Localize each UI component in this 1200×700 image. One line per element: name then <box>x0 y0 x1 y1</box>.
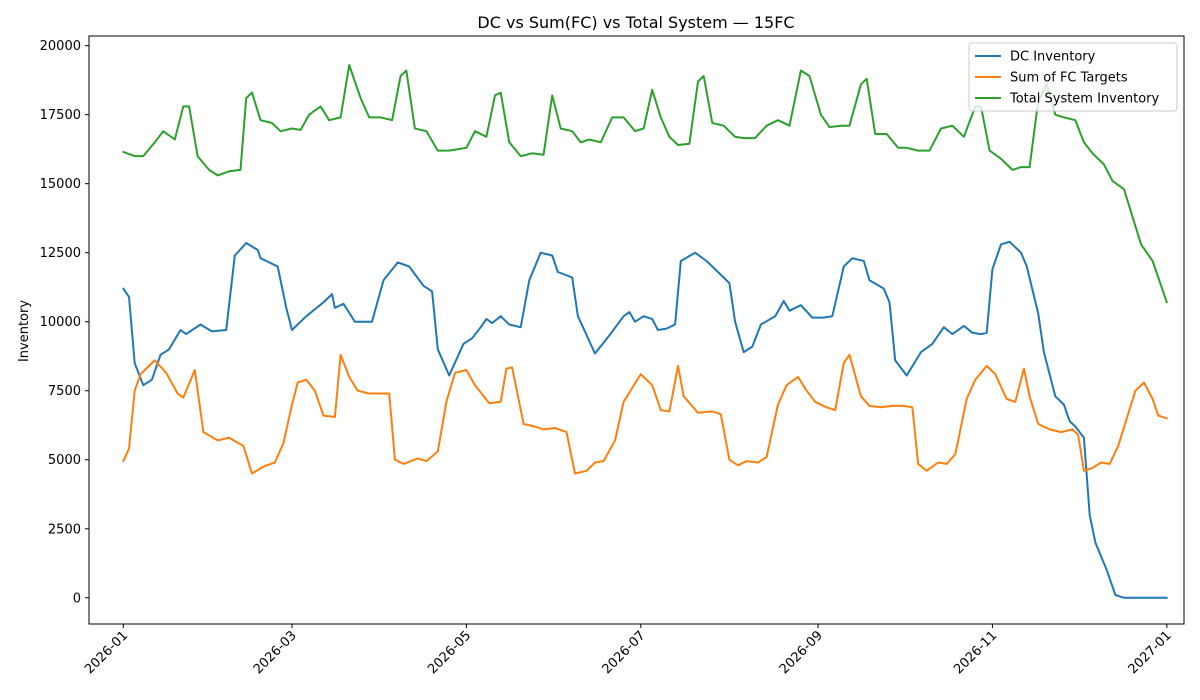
series-layer <box>122 64 1168 599</box>
series-line-3 <box>122 64 1168 304</box>
y-axis-label: Inventory <box>17 300 32 362</box>
plot-area-frame <box>88 35 1185 625</box>
chart-title: DC vs Sum(FC) vs Total System — 15FC <box>477 13 794 32</box>
series-line-1 <box>122 240 1168 599</box>
y-tick-label: 15000 <box>40 177 81 192</box>
y-tick-label: 12500 <box>40 246 81 261</box>
legend-label: Total System Inventory <box>1009 92 1160 107</box>
y-tick-label: 0 <box>73 591 81 606</box>
y-tick-label: 2500 <box>48 522 81 537</box>
series-line-2 <box>122 353 1168 475</box>
legend-box <box>968 42 1178 112</box>
y-tick-label: 7500 <box>48 384 81 399</box>
legend: DC Inventory Sum of FC Targets Total Syste… <box>968 42 1178 112</box>
legend-label: DC Inventory <box>1010 50 1096 65</box>
y-tick-label: 20000 <box>40 39 81 54</box>
y-axis: 0 2500 5000 7500 10000 12500 15000 17500 20000 <box>40 39 89 606</box>
y-tick-label: 10000 <box>40 315 81 330</box>
legend-label: Sum of FC Targets <box>1010 71 1128 86</box>
y-tick-label: 5000 <box>48 453 81 468</box>
y-tick-label: 17500 <box>40 108 81 123</box>
